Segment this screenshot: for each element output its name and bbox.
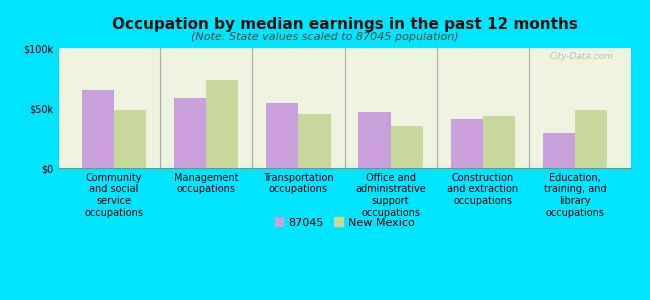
Bar <box>174 98 206 168</box>
Text: (Note: State values scaled to 87045 population): (Note: State values scaled to 87045 popu… <box>191 32 459 41</box>
Bar <box>114 110 146 168</box>
Bar <box>543 133 575 168</box>
Bar <box>450 119 483 168</box>
Bar <box>266 103 298 168</box>
Text: City-Data.com: City-Data.com <box>549 52 614 61</box>
Bar <box>358 112 391 168</box>
Bar <box>483 116 515 168</box>
Bar <box>206 80 239 168</box>
Bar <box>298 114 331 168</box>
Bar <box>81 90 114 168</box>
Bar <box>391 126 423 168</box>
Legend: 87045, New Mexico: 87045, New Mexico <box>270 213 419 232</box>
Title: Occupation by median earnings in the past 12 months: Occupation by median earnings in the pas… <box>112 16 577 32</box>
Bar <box>575 110 608 168</box>
